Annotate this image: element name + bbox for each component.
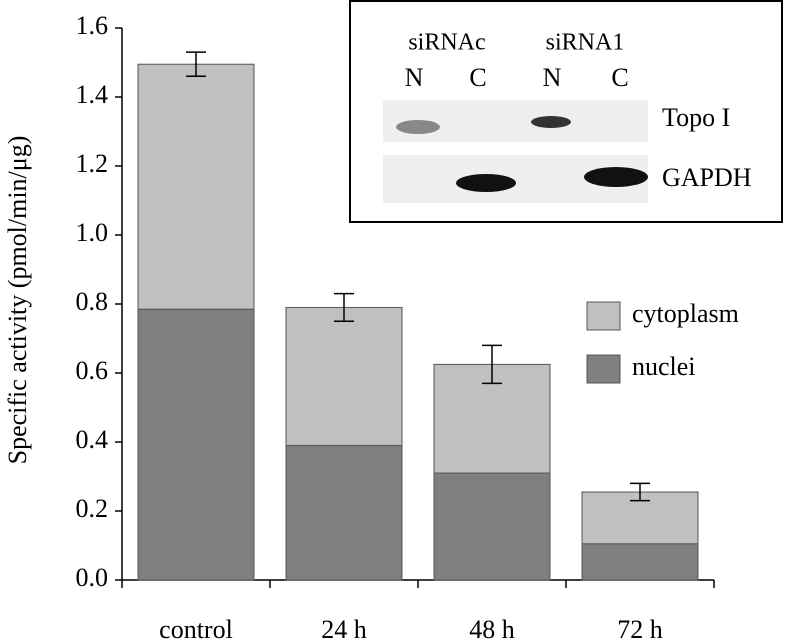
- legend-label: nuclei: [632, 352, 696, 381]
- x-tick-label: 72 h: [617, 615, 663, 644]
- bar-segment: [285, 444, 403, 581]
- group-label: siRNAc: [408, 30, 485, 56]
- legend-swatch: [586, 301, 621, 331]
- y-tick-label: 1.6: [76, 11, 109, 40]
- y-tick-label: 1.0: [76, 218, 109, 247]
- bar-segment: [285, 306, 403, 446]
- lane-label: N: [543, 63, 562, 92]
- y-tick-label: 0.2: [76, 494, 109, 523]
- group-label: siRNA1: [546, 30, 625, 56]
- legend-label: cytoplasm: [632, 299, 739, 328]
- lane-label: N: [405, 63, 424, 92]
- y-tick-label: 1.2: [76, 149, 109, 178]
- y-tick-label: 0.4: [76, 425, 109, 454]
- blot-band: [584, 167, 648, 187]
- legend-swatch: [586, 354, 621, 384]
- y-axis-label: Specific activity (pmol/min/μg): [3, 136, 32, 465]
- row-label: Topo I: [662, 103, 730, 132]
- blot-band: [531, 116, 571, 128]
- x-tick-label: control: [159, 615, 233, 644]
- y-tick-label: 1.4: [76, 80, 109, 109]
- blot-band: [396, 120, 440, 134]
- bar-segment: [137, 63, 255, 310]
- bar-segment: [433, 472, 551, 581]
- bar-segment: [581, 543, 699, 581]
- x-tick-label: 48 h: [469, 615, 515, 644]
- row-label: GAPDH: [662, 163, 752, 192]
- blot-band: [456, 174, 516, 192]
- y-tick-label: 0.8: [76, 287, 109, 316]
- inset: siRNAc siRNA1 N C N C Topo I GAPDH: [349, 0, 783, 223]
- y-tick-label: 0.6: [76, 356, 109, 385]
- x-tick-label: 24 h: [321, 615, 367, 644]
- lane-label: C: [611, 63, 628, 92]
- lane-label: C: [469, 63, 486, 92]
- y-tick-label: 0.0: [76, 563, 109, 592]
- bar-segment: [137, 308, 255, 581]
